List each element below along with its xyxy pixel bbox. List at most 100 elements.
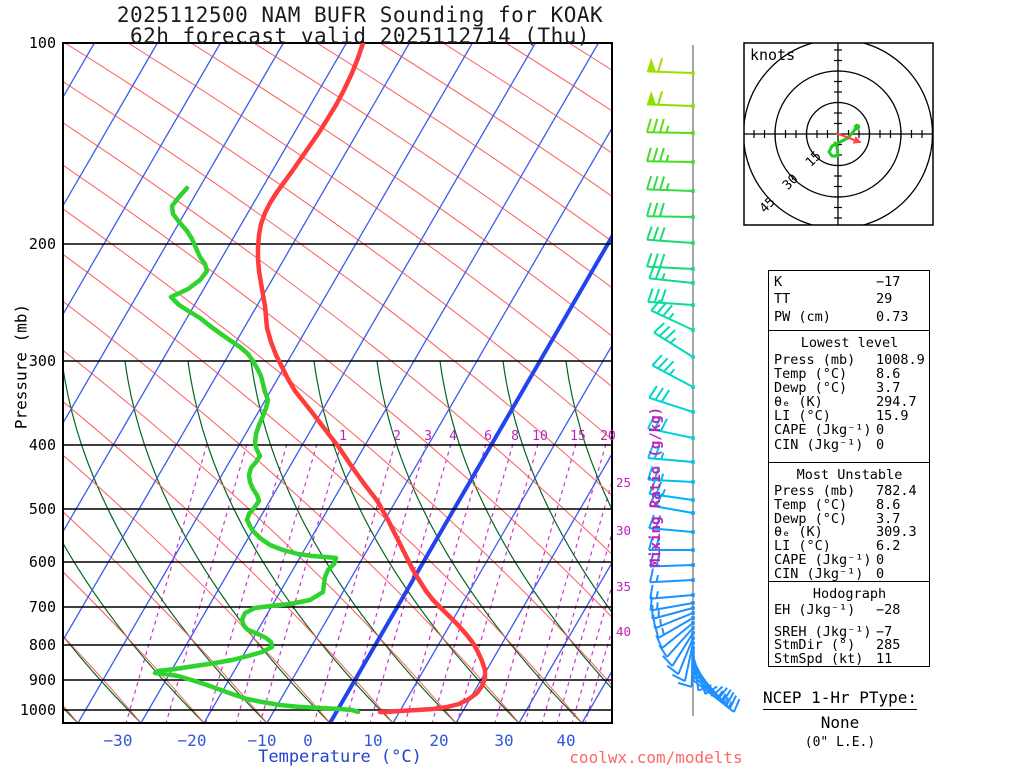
stats-row: θₑ (K) 294.7	[774, 395, 929, 409]
mixing-ratio-label: 4	[449, 429, 457, 444]
stats-row-label: Press (mb)	[774, 352, 856, 368]
wind-barb	[648, 264, 695, 285]
skewt-field	[63, 43, 612, 723]
ptype-block: NCEP 1-Hr PType: None (0" L.E.)	[748, 688, 932, 750]
stats-row: CIN (Jkg⁻¹) 0	[774, 436, 929, 453]
wind-barb	[662, 631, 695, 667]
wind-barb-column	[646, 45, 741, 716]
wind-barb	[646, 118, 695, 135]
wind-barb	[648, 385, 695, 414]
chart-title-line1: 2025112500 NAM BUFR Sounding for KOAK	[116, 3, 604, 27]
wind-barb	[650, 299, 695, 332]
wind-barb	[653, 616, 695, 639]
stats-row-label: CAPE (Jkg⁻¹)	[774, 551, 872, 568]
stats-row: K −17	[774, 274, 929, 291]
stats-row-label: CIN (Jkg⁻¹)	[774, 436, 864, 453]
mixing-ratio-label: 30	[616, 523, 632, 538]
mixing-ratio-label: 25	[616, 475, 632, 490]
mixing-ratio-label: 3	[424, 429, 432, 444]
stats-row: StmSpd (kt) 11	[774, 652, 929, 667]
temperature-axis-title: Temperature (°C)	[258, 747, 422, 767]
temperature-tick-label: −20	[177, 731, 207, 750]
wind-barb	[691, 674, 738, 709]
stats-row: θₑ (K) 309.3	[774, 524, 929, 541]
stats-row: Dewp (°C) 3.7	[774, 512, 929, 527]
temperature-tick-label: 20	[429, 731, 449, 750]
wind-barb	[646, 252, 695, 271]
stats-section: Lowest level Press (mb) 1008.9 Temp (°C) 8.6…	[769, 330, 929, 462]
stats-row: LI (°C) 15.9	[774, 409, 929, 423]
stats-section-header: Hodograph	[812, 586, 887, 602]
mixing-ratio-label: 15	[570, 429, 586, 444]
stats-row-label: PW (cm)	[774, 308, 831, 325]
mixing-ratio-axis-title: Mixing Ratio (g/kg)	[648, 406, 664, 568]
pressure-tick-label: 900	[28, 671, 56, 689]
stats-section: Most Unstable Press (mb) 782.4 Temp (°C) 8.6…	[769, 462, 929, 581]
temperature-tick-label: 30	[494, 731, 514, 750]
wind-barb	[647, 466, 695, 484]
stats-row-label: Temp (°C)	[774, 496, 848, 513]
stats-row-label: Temp (°C)	[774, 366, 848, 383]
stats-row-value: −7	[876, 623, 893, 640]
hodograph-border	[743, 42, 934, 226]
stats-row-value: 294.7	[876, 394, 917, 411]
stats-row: CAPE (Jkg⁻¹) 0	[774, 551, 929, 568]
wind-barb	[649, 568, 695, 584]
wind-barb	[646, 147, 695, 164]
stats-section-header: Lowest level	[800, 335, 899, 351]
pressure-axis-title: Pressure (mb)	[11, 303, 31, 430]
temperature-tick-label: 40	[556, 731, 576, 750]
wind-barb	[647, 415, 695, 440]
mixing-ratio-label: 10	[532, 429, 548, 444]
stats-section: Hodograph EH (Jkg⁻¹) −28 SREH (Jkg⁻¹) −7 StmD…	[769, 581, 929, 666]
stats-row-value: 782.4	[876, 483, 917, 499]
stats-row: Press (mb) 1008.9	[774, 353, 929, 367]
pressure-tick-label: 500	[28, 500, 56, 518]
sounding-traces	[152, 43, 488, 715]
mixing-ratio-label: 35	[616, 579, 632, 594]
stats-row: StmDir (°) 285	[774, 638, 929, 653]
stats-row: EH (Jkg⁻¹) −28	[774, 602, 929, 618]
wind-barb	[648, 536, 695, 552]
temperature-trace	[255, 43, 488, 715]
stats-row-label: Dewp (°C)	[774, 380, 848, 397]
mixing-ratio-label: 6	[484, 429, 492, 444]
stats-row-value: −28	[876, 602, 901, 618]
pressure-tick-label: 200	[28, 235, 56, 253]
hodograph-surface-dot	[853, 123, 861, 131]
stats-row-value: 0	[876, 551, 885, 568]
stats-row-value: 309.3	[876, 524, 917, 541]
wind-barb	[649, 584, 695, 600]
mixing-ratio-label: 8	[511, 429, 519, 444]
stats-row-label: CAPE (Jkg⁻¹)	[774, 422, 872, 439]
stats-row: LI (°C) 6.2	[774, 539, 929, 554]
pressure-tick-label: 600	[28, 553, 56, 571]
stats-row: PW (cm) 0.73	[774, 309, 929, 326]
stats-section-header: Most Unstable	[796, 467, 903, 483]
stats-row: Press (mb) 782.4	[774, 483, 929, 499]
stats-row: Dewp (°C) 3.7	[774, 381, 929, 395]
stats-row-value: −17	[876, 274, 901, 290]
wind-barb	[666, 636, 695, 675]
wind-barb	[647, 444, 695, 464]
stats-row: Temp (°C) 8.6	[774, 496, 929, 513]
stats-row-value: 0	[876, 422, 885, 439]
dewpoint-trace	[152, 185, 361, 715]
stats-row-value: 0	[876, 436, 885, 453]
pressure-tick-label: 800	[28, 636, 56, 654]
watermark-url: coolwx.com/modelts	[569, 748, 743, 767]
stats-row-value: 0	[876, 565, 885, 582]
stats-row-label: LI (°C)	[774, 408, 831, 425]
mixing-ratio-label: 2	[393, 429, 401, 444]
wind-barb	[646, 58, 695, 75]
stats-row-value: 8.6	[876, 496, 901, 513]
stats-row-label: EH (Jkg⁻¹)	[774, 602, 856, 618]
pressure-tick-label: 100	[28, 34, 56, 52]
stats-row-value: 0.73	[876, 308, 909, 325]
wind-barb	[648, 480, 695, 502]
wind-barb	[648, 514, 695, 534]
wind-barb	[651, 354, 695, 389]
storm-motion-arrow	[852, 136, 862, 144]
wind-barb	[653, 322, 695, 359]
